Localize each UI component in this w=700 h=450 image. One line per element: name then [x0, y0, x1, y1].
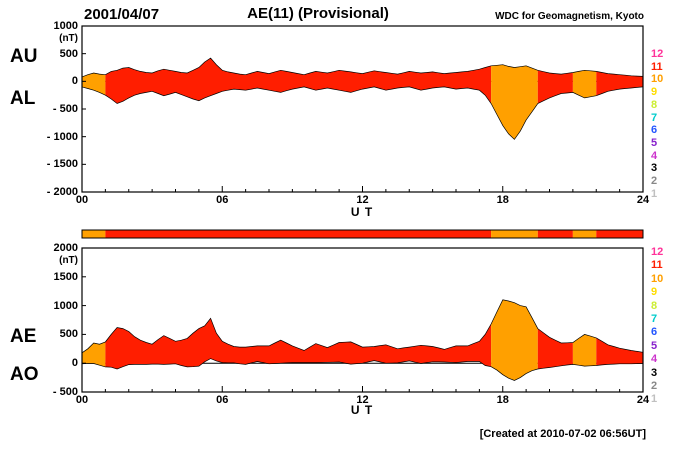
legend-station-count: 4: [651, 353, 658, 366]
y-tick-label: 500: [59, 47, 78, 60]
series-fill-segment: [82, 341, 106, 367]
x-axis-title-bottom: U T: [350, 403, 374, 417]
y-tick-label: - 1500: [46, 158, 78, 171]
y-tick-label: 1500: [53, 270, 78, 283]
y-tick-label: 2000: [53, 242, 78, 254]
station-strip-segment: [537, 230, 573, 238]
series-fill-segment: [537, 328, 573, 369]
x-tick-label: 12: [356, 194, 369, 206]
series-outline-ao: [81, 358, 644, 381]
series-fill-segment: [105, 318, 492, 369]
unit-label-top: (nT): [59, 33, 78, 44]
legend-station-count: 3: [651, 366, 658, 379]
legend-station-count: 8: [651, 98, 658, 111]
station-strip-segment: [491, 230, 538, 238]
x-tick-label: 24: [636, 194, 650, 206]
legend-station-count: 2: [651, 175, 658, 187]
page-title: AE(11) (Provisional): [247, 5, 389, 22]
y-tick-label: - 1000: [46, 130, 78, 143]
legend-station-count: 11: [651, 60, 663, 73]
series-fill-segment: [537, 70, 573, 104]
x-tick-label: 18: [496, 394, 509, 406]
legend-station-count: 12: [651, 48, 664, 60]
series-fill-segment: [82, 73, 106, 96]
legend-station-count: 3: [651, 162, 658, 175]
y-tick-label: 0: [71, 75, 78, 88]
x-tick-label: 18: [496, 194, 509, 206]
y-tick-label: 0: [71, 357, 78, 370]
ao-series-label: AO: [10, 364, 39, 385]
ae-series-label: AE: [10, 326, 37, 347]
legend-station-count: 12: [651, 246, 664, 258]
x-tick-label: 06: [216, 194, 229, 206]
credit-label: WDC for Geomagnetism, Kyoto: [495, 11, 644, 22]
y-tick-label: 1000: [53, 20, 78, 32]
legend-station-count: 7: [651, 313, 658, 325]
legend-station-count: 11: [651, 259, 663, 272]
y-tick-label: - 2000: [46, 186, 78, 198]
x-tick-label: 00: [75, 194, 89, 206]
legend-station-count: 7: [651, 111, 658, 124]
x-tick-label: 24: [636, 394, 650, 406]
series-outline-al: [81, 86, 644, 140]
al-series-label: AL: [10, 88, 36, 109]
legend-station-count: 10: [651, 73, 664, 86]
series-outline-au: [81, 57, 644, 78]
y-tick-label: - 500: [52, 103, 78, 115]
date-label: 2001/04/07: [84, 6, 160, 23]
unit-label-bottom: (nT): [59, 255, 78, 266]
legend-station-count: 9: [651, 286, 658, 299]
created-label: [Created at 2010-07-02 06:56UT]: [479, 428, 646, 440]
legend-station-count: 10: [651, 272, 664, 285]
series-fill-segment: [572, 334, 597, 367]
legend-station-count: 8: [651, 299, 658, 312]
y-tick-label: 1000: [53, 299, 78, 312]
y-tick-label: 500: [59, 328, 78, 341]
legend-station-count: 5: [651, 339, 658, 352]
station-strip-segment: [82, 230, 106, 238]
station-strip-segment: [572, 230, 597, 238]
au-series-label: AU: [10, 46, 38, 67]
series-fill-segment: [105, 58, 492, 104]
x-tick-label: 12: [356, 394, 369, 406]
legend-station-count: 4: [651, 149, 658, 162]
legend-station-count: 5: [651, 136, 658, 149]
legend-station-count: 9: [651, 86, 658, 99]
legend-station-count: 6: [651, 124, 658, 137]
x-tick-label: 00: [75, 394, 89, 406]
legend-station-count: 1: [651, 393, 658, 406]
series-fill-segment: [596, 71, 643, 96]
station-strip-segment: [596, 230, 643, 238]
x-tick-label: 06: [216, 394, 229, 406]
series-fill-segment: [491, 64, 538, 140]
station-strip-frame: [81, 229, 644, 239]
y-tick-label: - 500: [52, 386, 78, 398]
x-axis-title-top: U T: [350, 205, 374, 219]
series-fill-segment: [572, 70, 597, 98]
station-strip-segment: [105, 230, 492, 238]
legend-station-count: 2: [651, 380, 658, 392]
series-fill-segment: [491, 299, 538, 381]
series-fill-segment: [596, 337, 643, 366]
legend-station-count: 6: [651, 326, 658, 339]
series-outline-ae: [81, 299, 644, 354]
legend-station-count: 1: [651, 187, 658, 200]
